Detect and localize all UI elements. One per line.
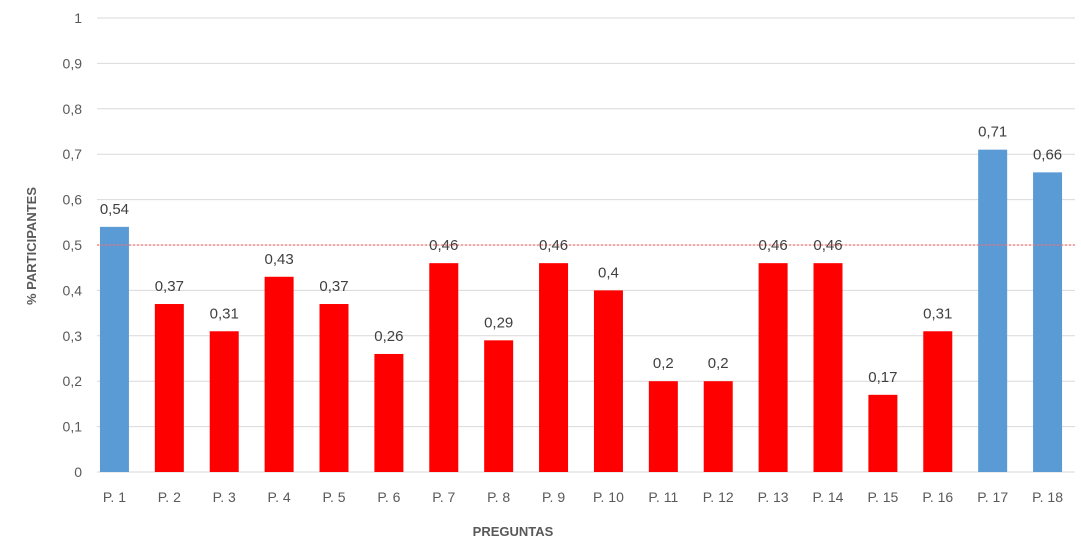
y-tick-label: 0,3 bbox=[63, 328, 83, 344]
x-axis-ticks: P. 1 P. 2 P. 3 P. 4 P. 5 P. 6 P. 7 P. 8 P. 9 P. 1… bbox=[103, 489, 1063, 505]
y-axis-ticks: 0 0,1 0,2 0,3 0,4 0,5 0,6 0,7 0,8 0,9 1 bbox=[63, 10, 83, 480]
data-label: 0,31 bbox=[923, 305, 952, 322]
bar bbox=[99, 226, 129, 472]
bars bbox=[99, 149, 1063, 473]
bar bbox=[319, 304, 349, 472]
y-tick-label: 0,8 bbox=[63, 101, 83, 117]
y-tick-label: 0,9 bbox=[63, 55, 83, 71]
x-tick-label: P. 5 bbox=[322, 489, 345, 505]
bar bbox=[923, 331, 953, 472]
data-label: 0,46 bbox=[539, 237, 568, 254]
bar bbox=[813, 263, 843, 472]
x-tick-label: P. 8 bbox=[487, 489, 510, 505]
x-tick-label: P. 7 bbox=[432, 489, 455, 505]
data-label: 0,37 bbox=[319, 278, 348, 295]
bar bbox=[978, 149, 1008, 472]
bar bbox=[758, 263, 788, 472]
y-tick-label: 0,7 bbox=[63, 146, 83, 162]
data-label: 0,29 bbox=[484, 314, 513, 331]
data-label: 0,46 bbox=[759, 237, 788, 254]
bar bbox=[264, 276, 294, 472]
data-label: 0,4 bbox=[598, 264, 619, 281]
data-label: 0,43 bbox=[265, 251, 294, 268]
bar bbox=[648, 381, 678, 472]
x-tick-label: P. 4 bbox=[268, 489, 291, 505]
bar bbox=[484, 340, 514, 472]
x-tick-label: P. 15 bbox=[867, 489, 898, 505]
y-tick-label: 0,4 bbox=[63, 282, 83, 298]
x-axis-title: PREGUNTAS bbox=[473, 524, 554, 539]
bar bbox=[1033, 172, 1063, 473]
x-tick-label: P. 1 bbox=[103, 489, 126, 505]
y-tick-label: 0,2 bbox=[63, 373, 83, 389]
bar bbox=[539, 263, 569, 472]
y-tick-label: 1 bbox=[74, 10, 82, 26]
data-label: 0,71 bbox=[978, 124, 1007, 141]
data-label: 0,2 bbox=[708, 355, 729, 372]
x-tick-label: P. 13 bbox=[758, 489, 789, 505]
data-labels: 0,54 0,37 0,31 0,43 0,37 0,26 0,46 0,29 0,46 0,4 0… bbox=[100, 124, 1062, 386]
y-tick-label: 0,1 bbox=[63, 419, 83, 435]
x-tick-label: P. 6 bbox=[377, 489, 400, 505]
bar bbox=[154, 304, 184, 472]
data-label: 0,17 bbox=[868, 369, 897, 386]
data-label: 0,66 bbox=[1033, 146, 1062, 163]
bar bbox=[374, 353, 404, 472]
x-tick-label: P. 3 bbox=[213, 489, 236, 505]
bar bbox=[429, 263, 459, 472]
data-label: 0,26 bbox=[374, 328, 403, 345]
x-tick-label: P. 14 bbox=[813, 489, 844, 505]
data-label: 0,54 bbox=[100, 201, 129, 218]
x-tick-label: P. 12 bbox=[703, 489, 734, 505]
bar bbox=[209, 331, 239, 472]
data-label: 0,31 bbox=[210, 305, 239, 322]
bar bbox=[593, 290, 623, 472]
x-tick-label: P. 17 bbox=[977, 489, 1008, 505]
data-label: 0,46 bbox=[429, 237, 458, 254]
x-tick-label: P. 10 bbox=[593, 489, 624, 505]
data-label: 0,46 bbox=[813, 237, 842, 254]
x-tick-label: P. 18 bbox=[1032, 489, 1063, 505]
x-tick-label: P. 2 bbox=[158, 489, 181, 505]
y-tick-label: 0 bbox=[74, 464, 82, 480]
data-label: 0,2 bbox=[653, 355, 674, 372]
y-tick-label: 0,6 bbox=[63, 192, 83, 208]
x-tick-label: P. 11 bbox=[648, 489, 678, 505]
y-axis-title: % PARTICIPANTES bbox=[24, 187, 39, 305]
bar bbox=[703, 381, 733, 472]
x-tick-label: P. 16 bbox=[922, 489, 953, 505]
y-tick-label: 0,5 bbox=[63, 237, 83, 253]
data-label: 0,37 bbox=[155, 278, 184, 295]
bar bbox=[868, 394, 898, 472]
x-tick-label: P. 9 bbox=[542, 489, 565, 505]
